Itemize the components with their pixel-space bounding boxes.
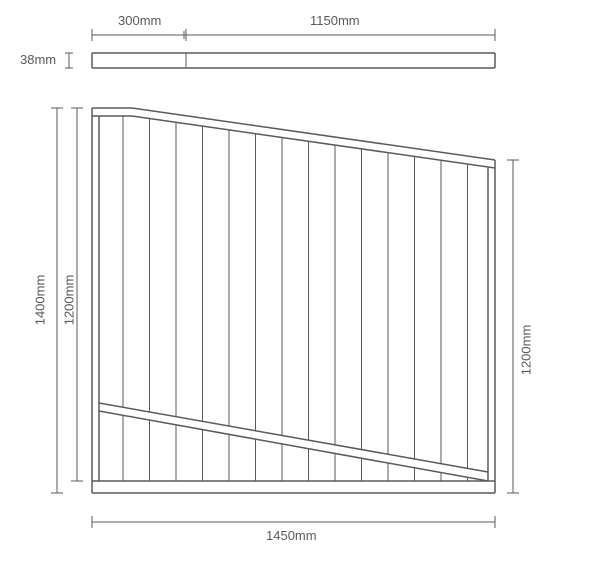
line-drawing <box>0 0 590 565</box>
technical-drawing: 300mm 1150mm 38mm 1400mm 1200mm 1200mm 1… <box>0 0 590 565</box>
